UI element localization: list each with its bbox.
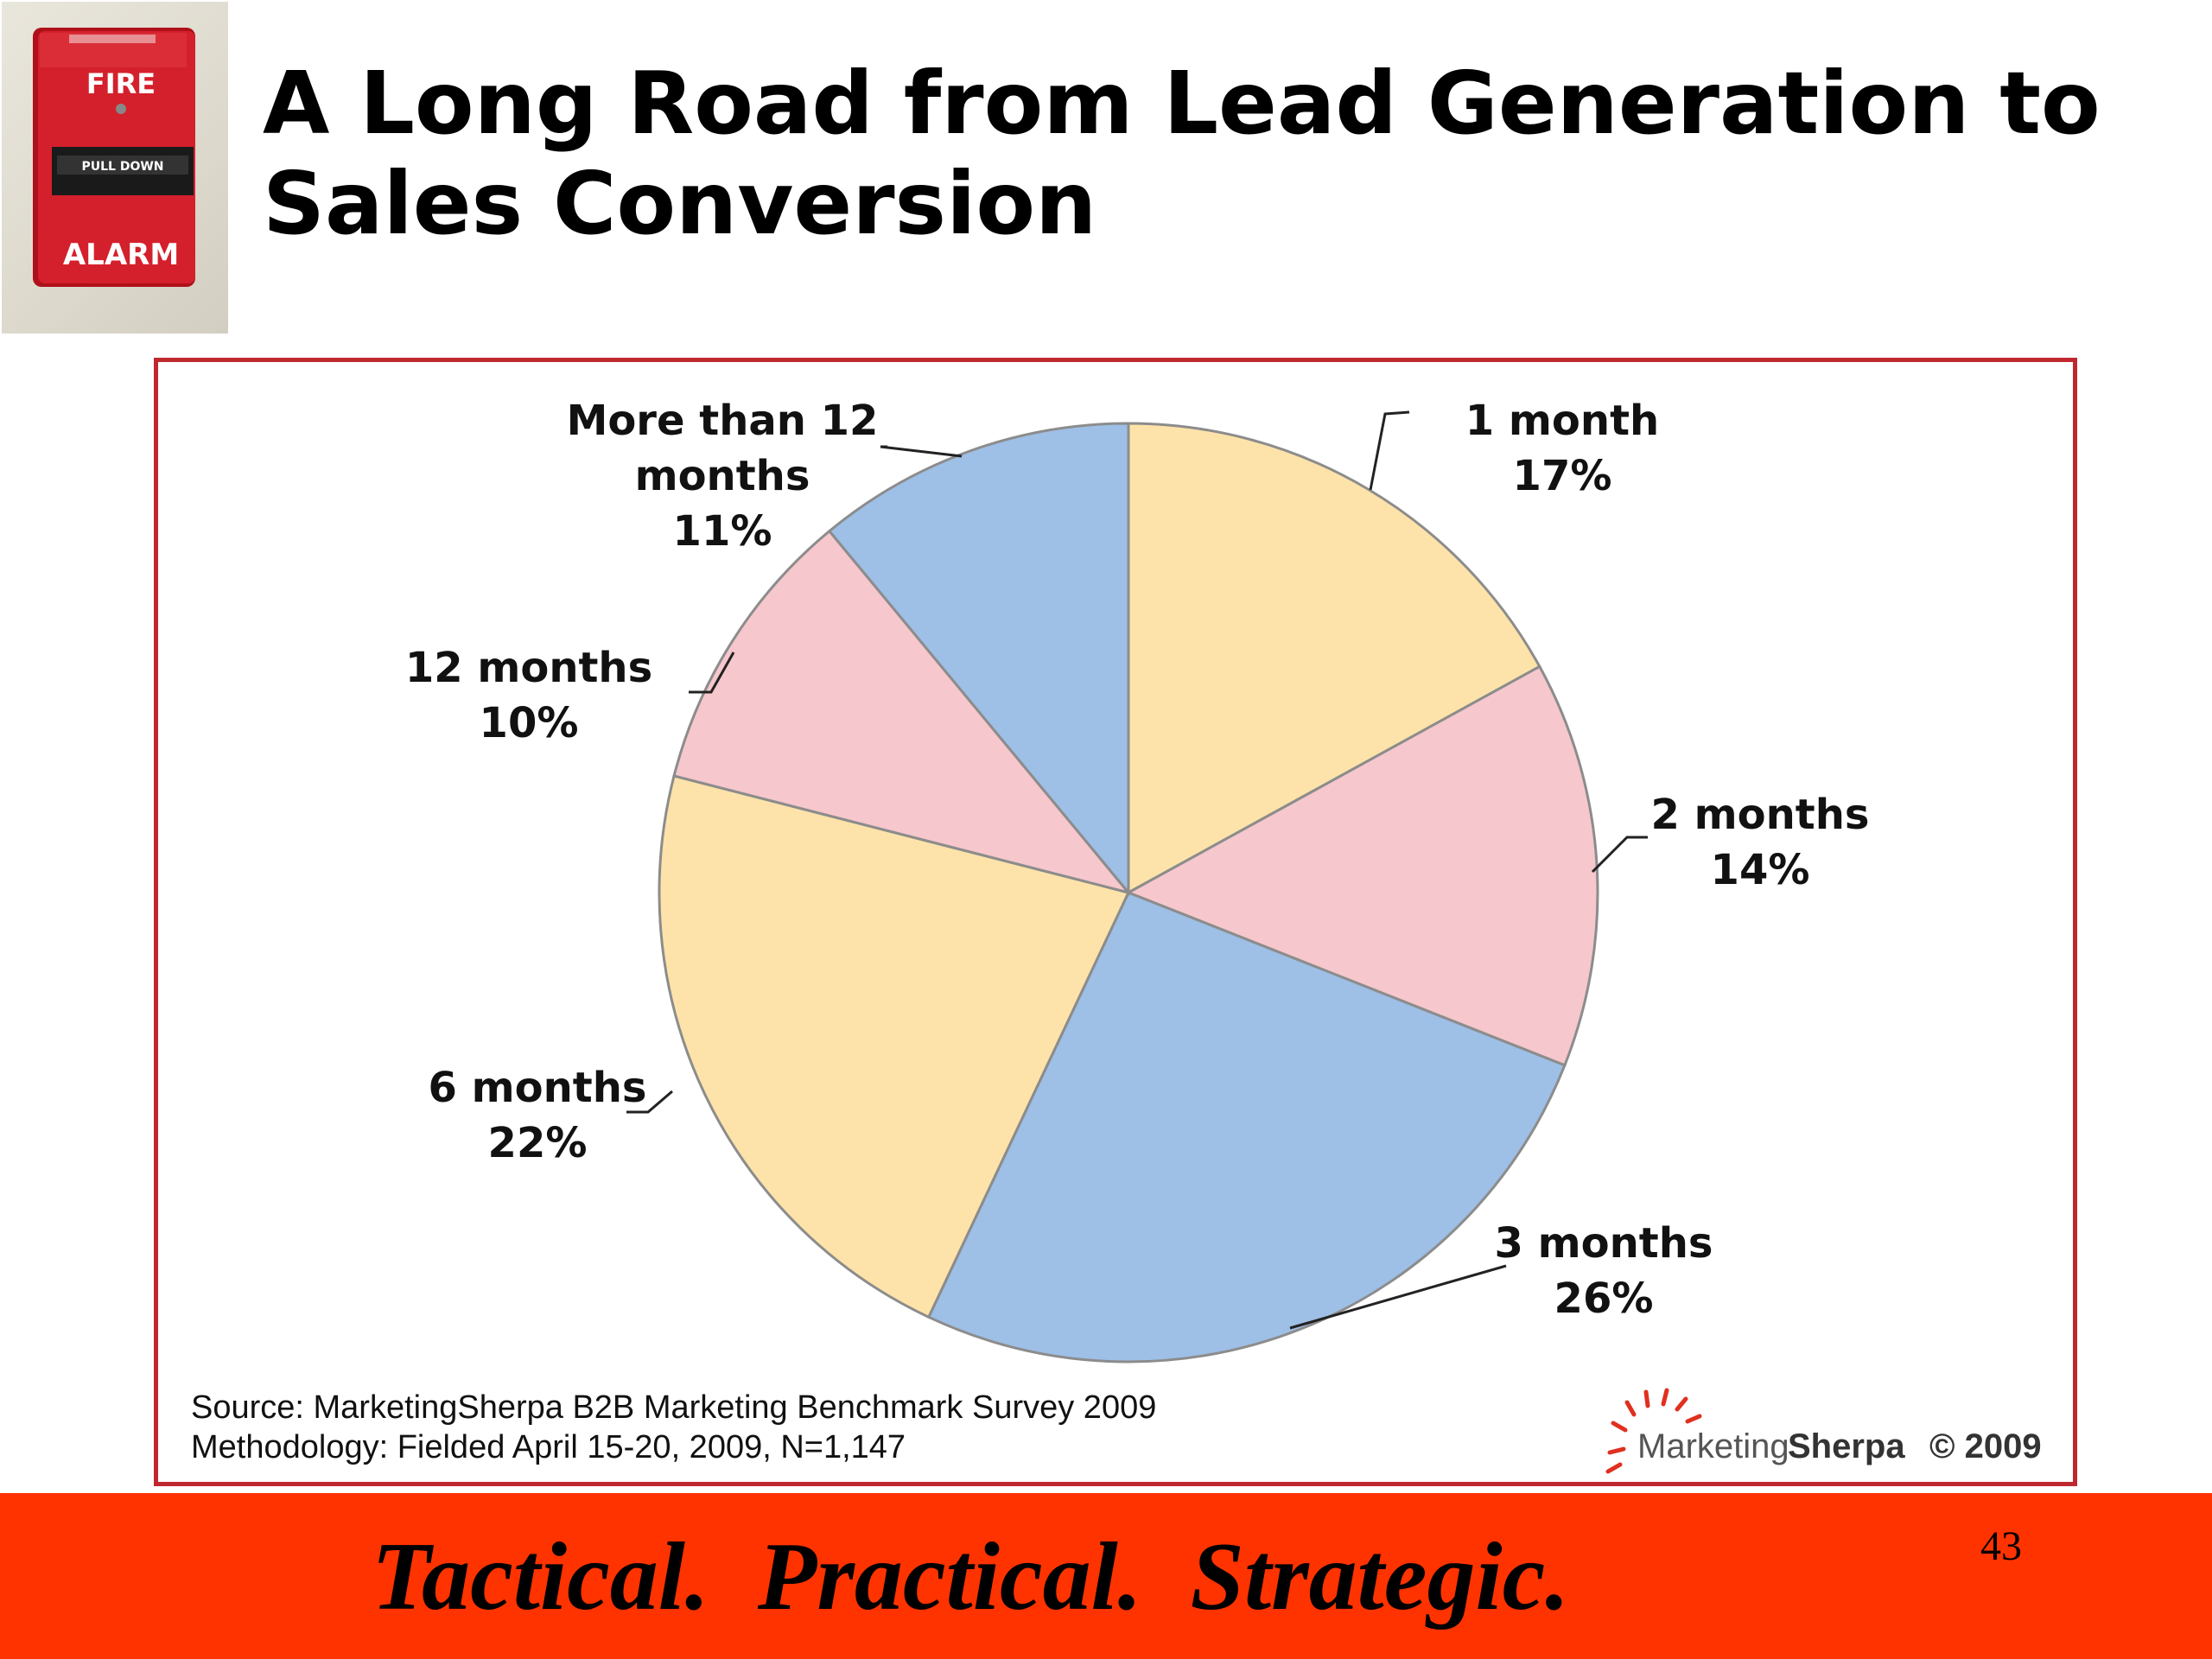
pie-chart: 1 month 17% 2 months 14% 3 months 26% 6 months… <box>191 397 2042 1474</box>
chart-frame: 1 month 17% 2 months 14% 3 months 26% 6 months… <box>154 358 2077 1486</box>
source-line: Source: MarketingSherpa B2B Marketing Be… <box>191 1389 1156 1426</box>
fire-label: FIRE <box>86 67 156 100</box>
slice-label: 3 months 26% <box>1495 1219 1713 1323</box>
pie-slice-1-month <box>1127 422 1541 895</box>
leader-line <box>880 445 963 458</box>
page-number: 43 <box>1980 1523 2022 1569</box>
alarm-label: ALARM <box>63 238 179 272</box>
brand-copyright: © 2009 <box>1929 1427 2042 1465</box>
brand-sherpa: Sherpa <box>1788 1427 1905 1465</box>
leader-line <box>689 652 735 694</box>
slice-label: More than 12 months 11% <box>567 397 879 556</box>
marketingsherpa-logo: Marketing Sherpa © 2009 <box>1605 1388 2042 1474</box>
pie-slices <box>658 422 1599 1363</box>
pie-slice-12-months <box>672 529 1133 895</box>
slice-label: 12 months 10% <box>405 644 652 747</box>
pie-labels: 1 month 17% 2 months 14% 3 months 26% 6 months… <box>405 397 1870 1323</box>
fire-alarm-image: FIRE PULL DOWN ALARM <box>2 2 228 334</box>
pie-slice-2-months <box>1125 664 1599 1067</box>
pie-slice-more-than-12-months <box>827 422 1130 897</box>
leader-line <box>1591 836 1648 874</box>
page-title: A Long Road from Lead Generation to Sale… <box>263 53 2101 254</box>
methodology-line: Methodology: Fielded April 15-20, 2009, … <box>191 1429 906 1465</box>
footer-bar <box>0 1493 2212 1659</box>
leader-line <box>1289 1264 1507 1330</box>
slice-label: 1 month 17% <box>1465 397 1659 500</box>
leader-line <box>1369 410 1410 491</box>
tagline: Tactical. Practical. Strategic. <box>372 1523 1570 1630</box>
pie-slice-6-months <box>658 774 1131 1319</box>
slice-label: 2 months 14% <box>1651 791 1870 894</box>
fire-alarm-icon: FIRE PULL DOWN ALARM <box>33 28 195 287</box>
pie-slice-3-months <box>926 891 1567 1363</box>
leader-line <box>626 1090 673 1114</box>
label-leader-lines <box>626 410 1648 1330</box>
brand-marketing: Marketing <box>1637 1427 1789 1465</box>
pull-down-label: PULL DOWN <box>81 160 163 174</box>
slice-label: 6 months 22% <box>429 1064 647 1167</box>
sun-logo-icon <box>1605 1388 1702 1474</box>
